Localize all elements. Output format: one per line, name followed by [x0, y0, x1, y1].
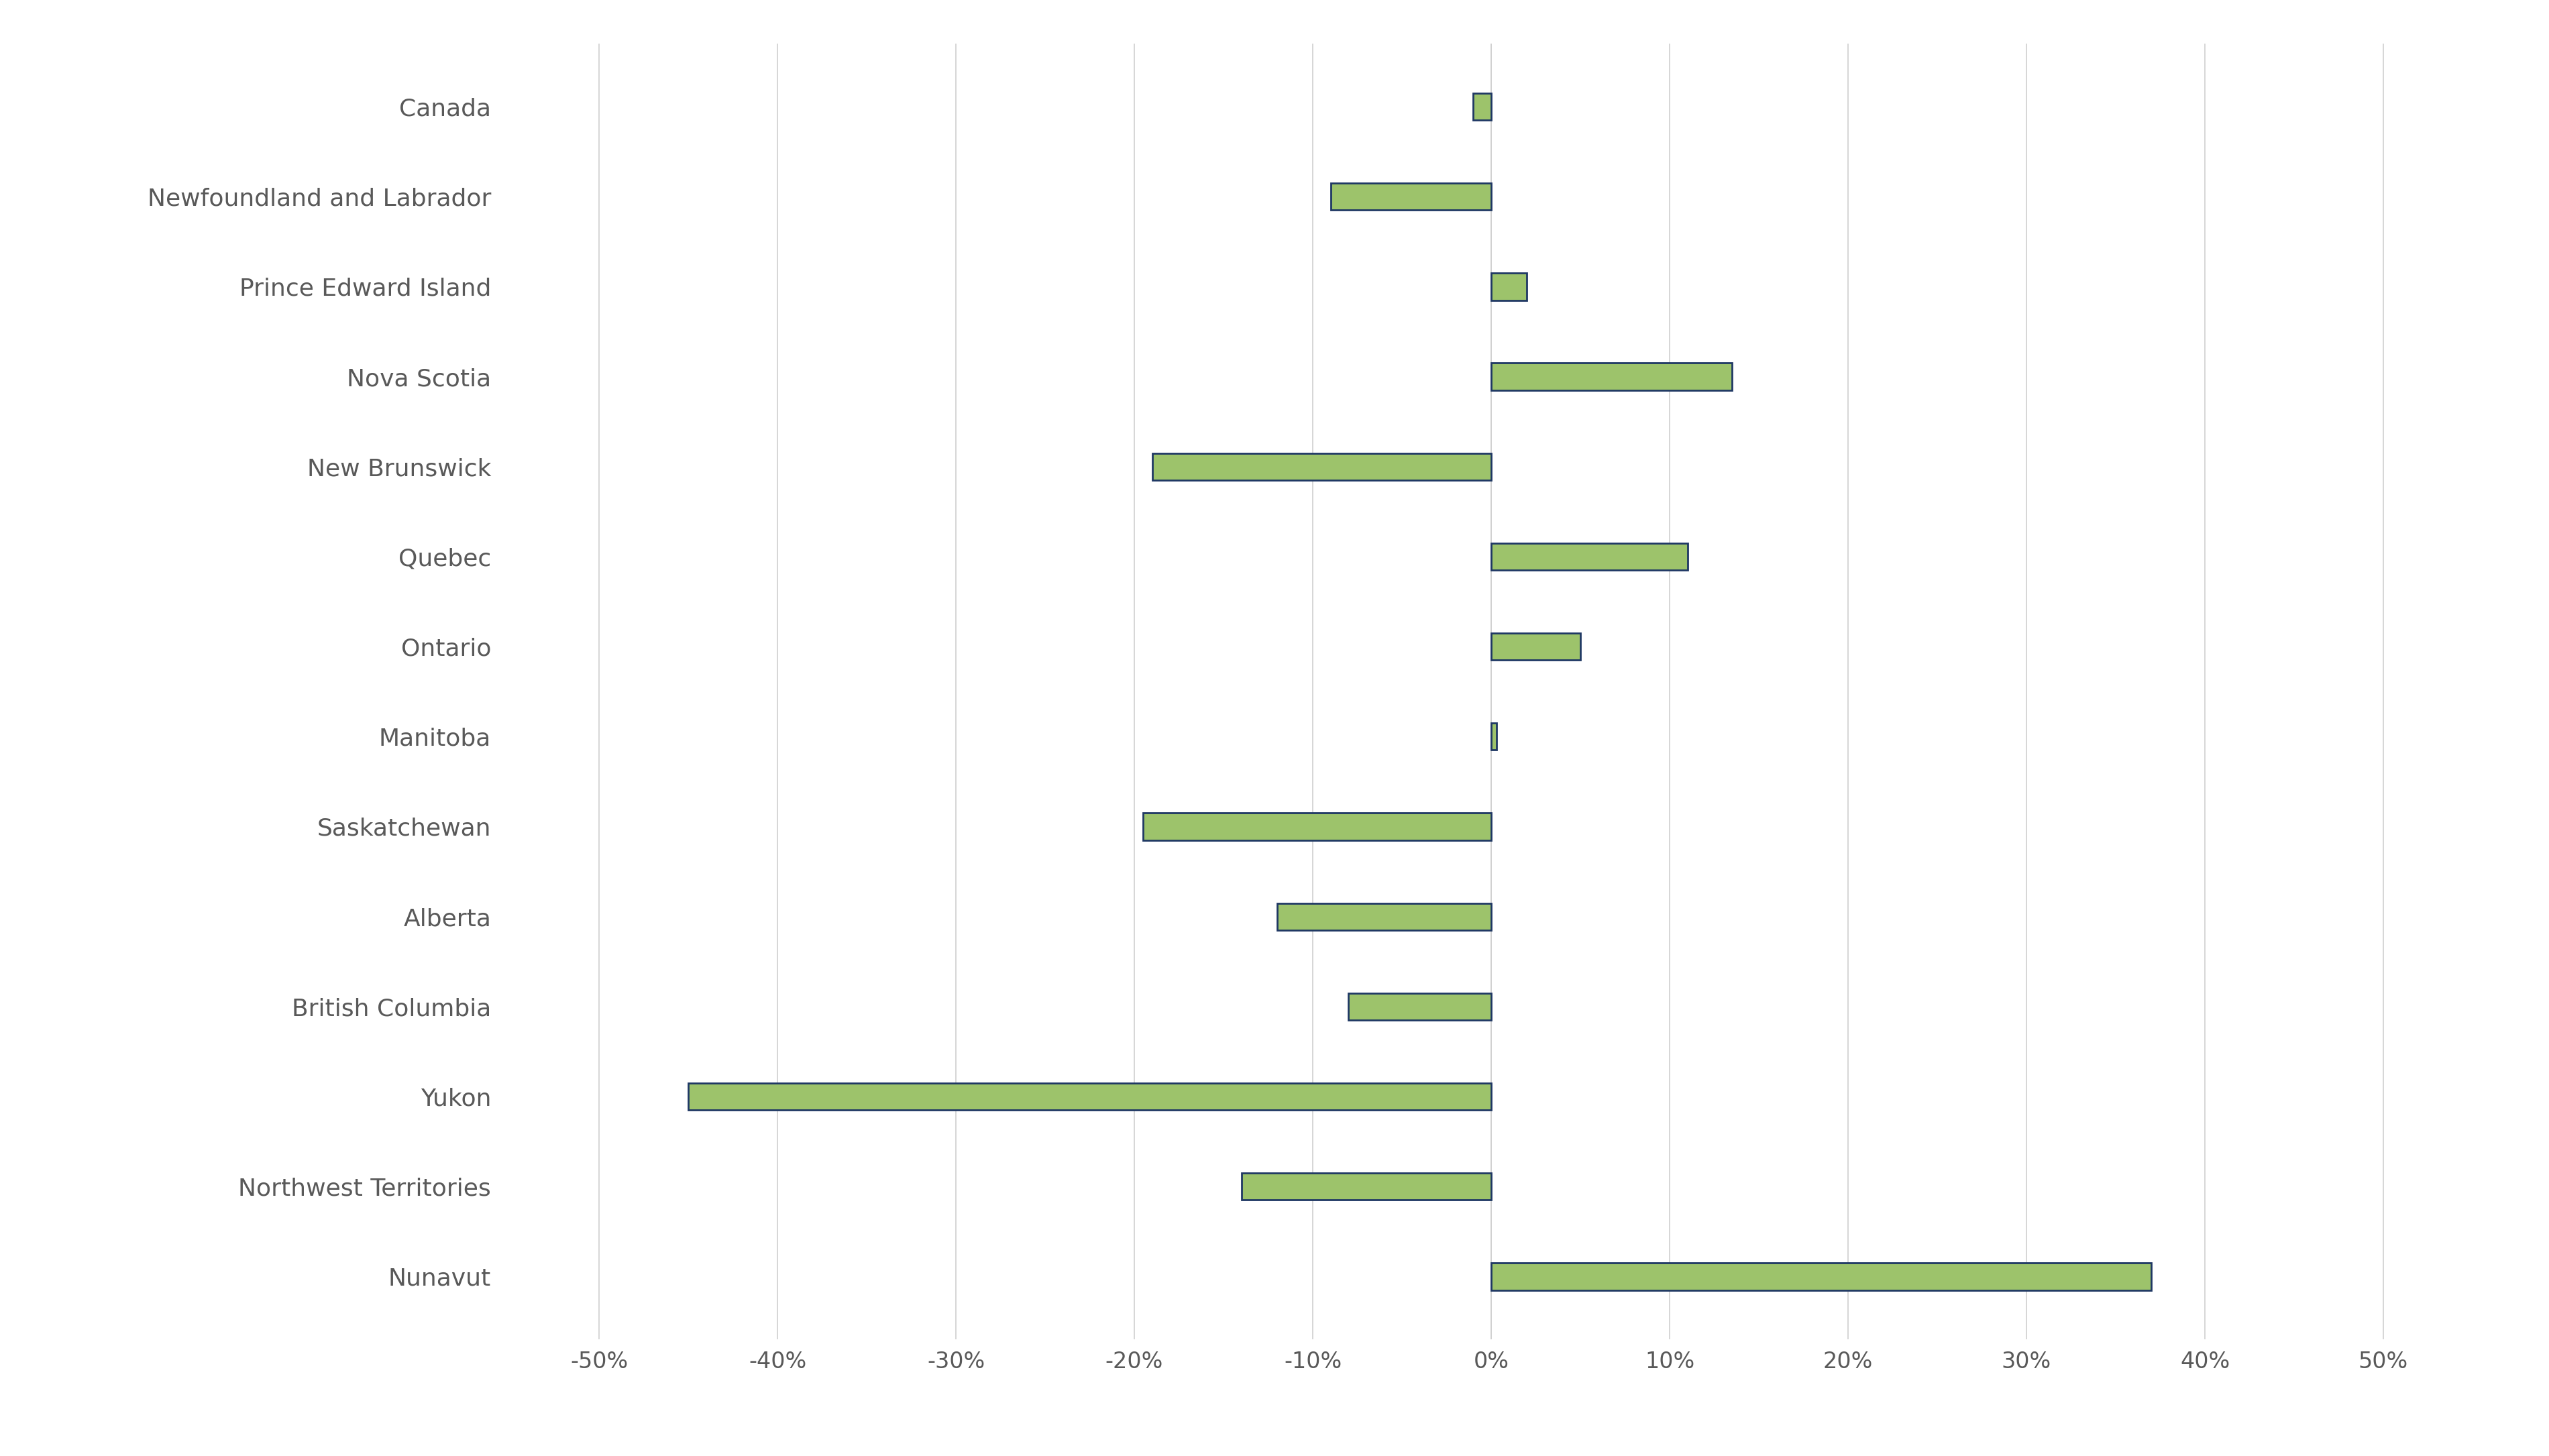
Bar: [1241, 1174, 1491, 1200]
Bar: [1152, 453, 1491, 480]
Bar: [1491, 1262, 2151, 1290]
Bar: [1277, 903, 1491, 930]
Bar: [1491, 274, 1527, 300]
Bar: [1491, 543, 1687, 571]
Bar: [1348, 993, 1491, 1021]
Bar: [1491, 724, 1496, 750]
Bar: [1473, 93, 1491, 121]
Bar: [1491, 633, 1580, 660]
Bar: [1491, 363, 1733, 390]
Bar: [688, 1083, 1491, 1109]
Bar: [1145, 812, 1491, 840]
Bar: [1331, 183, 1491, 210]
